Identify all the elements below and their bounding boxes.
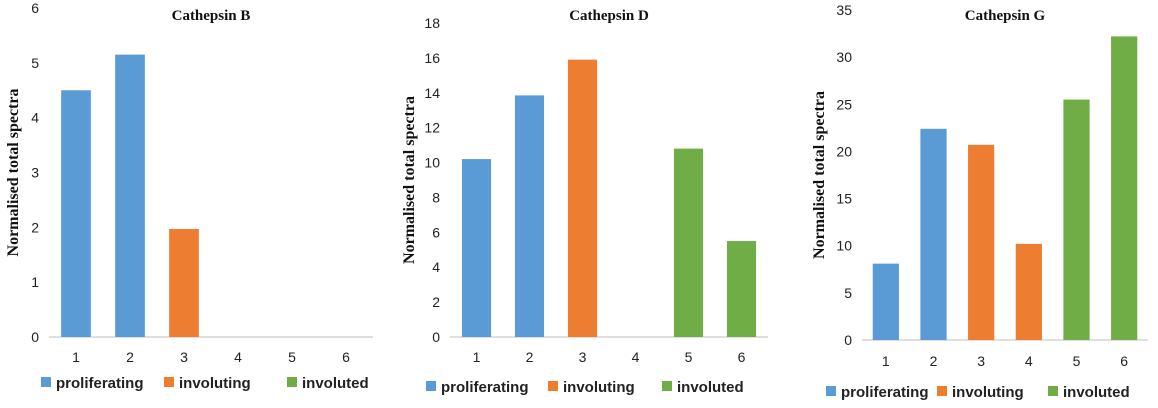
legend-swatch-proliferating [826, 386, 836, 396]
legend: proliferating involuting involuted [826, 384, 1130, 401]
legend-label-proliferating: proliferating [441, 379, 529, 396]
y-tick-label: 18 [424, 15, 440, 31]
y-tick-label: 14 [424, 85, 440, 101]
y-tick-label: 1 [31, 274, 39, 290]
y-axis-label: Normalised total spectra [401, 96, 418, 264]
legend-label-involuted: involuted [1063, 384, 1130, 401]
legend-label-involuted: involuted [302, 375, 369, 392]
x-tick-label: 5 [685, 349, 693, 365]
legend-label-proliferating: proliferating [841, 384, 929, 401]
x-tick-label: 4 [234, 349, 242, 365]
y-tick-label: 0 [432, 329, 440, 345]
legend-swatch-proliferating [426, 381, 436, 391]
y-axis-label: Normalised total spectra [811, 91, 828, 259]
legend-swatch-involuted [1048, 386, 1058, 396]
x-tick-label: 1 [72, 349, 80, 365]
bar-5 [673, 148, 704, 337]
x-tick-label: 6 [738, 349, 746, 365]
y-tick-label: 2 [31, 219, 39, 235]
x-tick-label: 2 [526, 349, 534, 365]
y-tick-label: 12 [424, 120, 440, 136]
legend-swatch-involuting [548, 381, 558, 391]
x-tick-label: 3 [579, 349, 587, 365]
legend-swatch-involuted [287, 377, 297, 387]
y-tick-label: 20 [836, 143, 852, 159]
bar-5 [1063, 99, 1090, 340]
x-tick-label: 5 [1073, 353, 1081, 369]
legend-label-involuting: involuting [179, 375, 251, 392]
y-axis-label: Normalised total spectra [5, 89, 22, 257]
y-tick-label: 35 [836, 2, 852, 18]
y-tick-label: 5 [31, 55, 39, 71]
x-tick-label: 2 [126, 349, 134, 365]
legend-label-proliferating: proliferating [56, 375, 144, 392]
x-tick-label: 6 [342, 349, 350, 365]
x-tick-label: 3 [977, 353, 985, 369]
bar-2 [115, 54, 145, 337]
legend-swatch-involuted [662, 381, 672, 391]
legend-swatch-involuting [937, 386, 947, 396]
legend: proliferating involuting involuted [426, 379, 744, 396]
chart-panel-1: Cathepsin B Normalised total spectra 0 1 2 3 4… [5, 0, 373, 392]
bar-2 [920, 128, 947, 340]
y-tick-label: 4 [31, 110, 39, 126]
chart-panel-3: Cathepsin G Normalised total spectra 0 5 10 1… [811, 2, 1148, 401]
chart-title: Cathepsin B [172, 8, 251, 24]
bar-6 [726, 241, 757, 337]
bar-2 [514, 95, 545, 338]
bar-3 [169, 228, 199, 337]
legend-label-involuting: involuting [563, 379, 635, 396]
y-tick-label: 10 [836, 238, 852, 254]
legend-label-involuting: involuting [952, 384, 1024, 401]
y-tick-label: 6 [432, 224, 440, 240]
y-tick-label: 0 [844, 332, 852, 348]
x-tick-label: 6 [1120, 353, 1128, 369]
legend-swatch-involuting [164, 377, 174, 387]
x-tick-label: 2 [930, 353, 938, 369]
x-tick-label: 1 [882, 353, 890, 369]
y-tick-label: 0 [31, 329, 39, 345]
bar-3 [567, 59, 598, 338]
legend: proliferating involuting involuted [41, 375, 369, 392]
bar-4 [1015, 243, 1042, 340]
bar-1 [61, 90, 91, 337]
x-tick-label: 5 [288, 349, 296, 365]
bar-6 [1111, 36, 1138, 341]
y-tick-label: 15 [836, 191, 852, 207]
x-tick-label: 4 [1025, 353, 1033, 369]
y-tick-label: 16 [424, 50, 440, 66]
y-tick-label: 2 [432, 294, 440, 310]
x-tick-label: 4 [632, 349, 640, 365]
bar-3 [968, 144, 995, 340]
legend-label-involuted: involuted [677, 379, 744, 396]
x-tick-label: 1 [473, 349, 481, 365]
y-tick-label: 30 [836, 49, 852, 65]
chart-panel-2: Cathepsin D Normalised total spectra 0 2 4 6 8… [401, 8, 768, 396]
y-tick-label: 25 [836, 96, 852, 112]
bar-1 [872, 263, 899, 340]
bar-1 [461, 159, 492, 337]
x-tick-label: 3 [180, 349, 188, 365]
y-tick-label: 5 [844, 285, 852, 301]
y-tick-label: 3 [31, 165, 39, 181]
chart-title: Cathepsin D [569, 8, 649, 24]
y-tick-label: 4 [432, 259, 440, 275]
y-tick-label: 6 [31, 0, 39, 16]
y-tick-label: 8 [432, 189, 440, 205]
y-tick-label: 10 [424, 155, 440, 171]
chart-title: Cathepsin G [965, 8, 1046, 24]
legend-swatch-proliferating [41, 377, 51, 387]
